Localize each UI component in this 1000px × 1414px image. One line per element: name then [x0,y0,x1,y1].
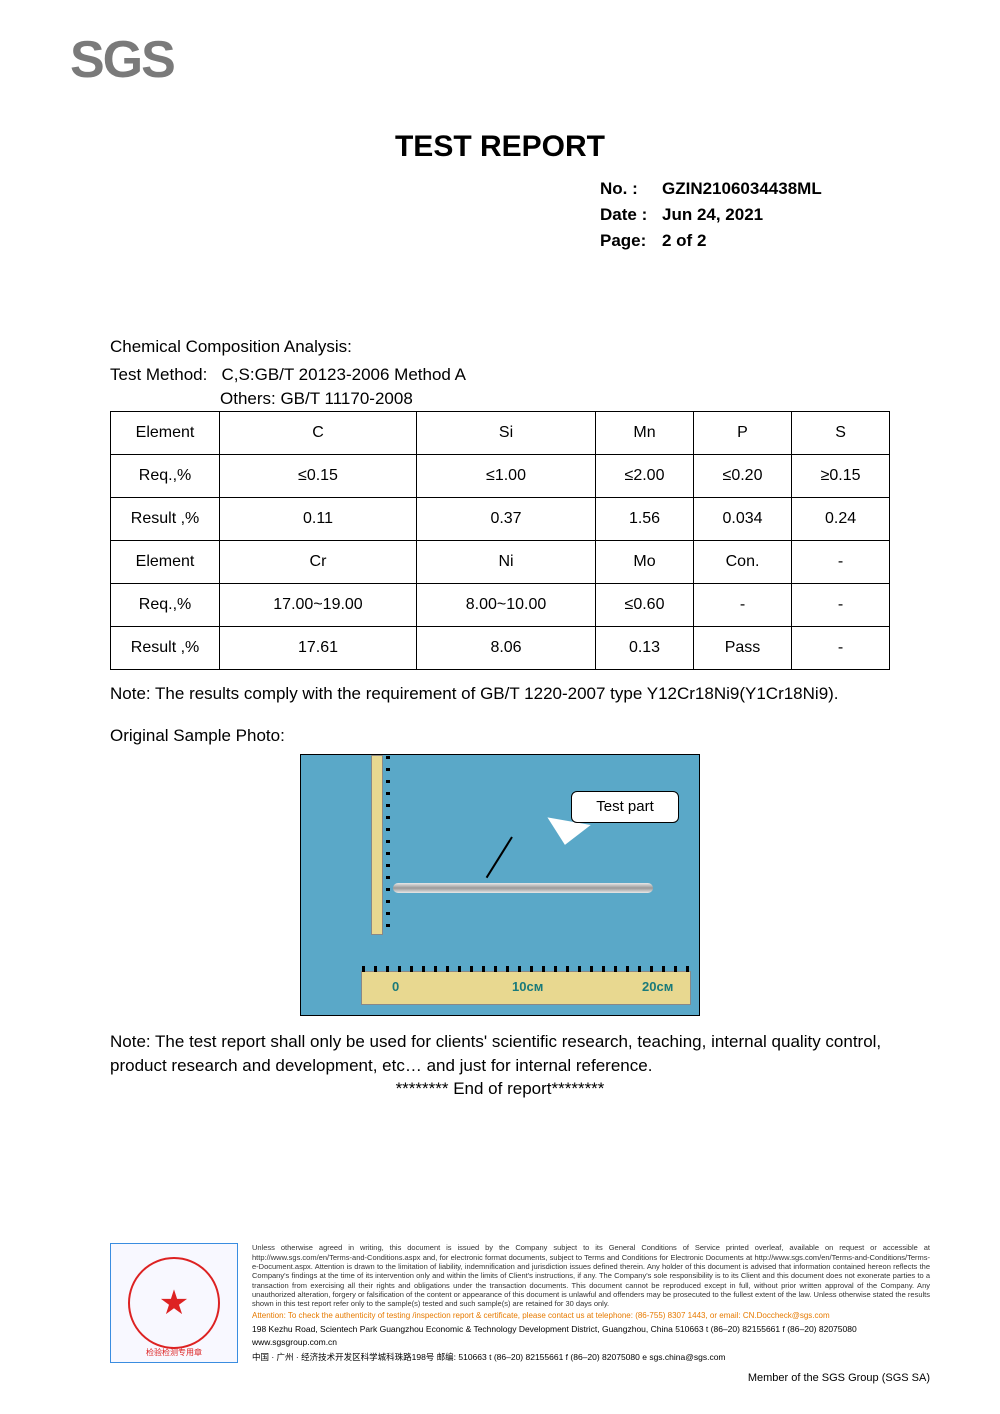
member-line: Member of the SGS Group (SGS SA) [252,1372,930,1384]
usage-note: Note: The test report shall only be used… [110,1030,890,1078]
fine-print: Unless otherwise agreed in writing, this… [252,1243,930,1309]
attention-line: Attention: To check the authenticity of … [252,1311,930,1320]
sample-photo: 0 10cм 20cм Test part [300,754,700,1016]
ruler-label: 10cм [512,979,543,994]
inspection-stamp: ★ 检验检测专用章 [110,1243,238,1363]
table-row: Req.,% ≤0.15 ≤1.00 ≤2.00 ≤0.20 ≥0.15 [111,455,890,498]
photo-heading: Original Sample Photo: [110,726,890,746]
sgs-logo: SGS [70,30,930,90]
report-meta: No. : GZIN2106034438ML Date : Jun 24, 20… [70,179,930,257]
meta-no-label: No. : [600,179,662,199]
meta-no-value: GZIN2106034438ML [662,179,822,199]
method-value: C,S:GB/T 20123-2006 Method A [222,365,466,384]
table-row: Req.,% 17.00~19.00 8.00~10.00 ≤0.60 - - [111,584,890,627]
address-cn: 中国 · 广州 · 经济技术开发区科学城科珠路198号 邮编: 510663 t… [252,1351,930,1364]
table-row: Result ,% 17.61 8.06 0.13 Pass - [111,627,890,670]
meta-page-value: 2 of 2 [662,231,706,251]
test-part-rod [393,883,653,893]
method-label: Test Method: [110,365,207,384]
table-row: Result ,% 0.11 0.37 1.56 0.034 0.24 [111,498,890,541]
ruler-label: 0 [392,979,399,994]
table-row: Element C Si Mn P S [111,412,890,455]
callout-label: Test part [571,791,679,823]
report-title: TEST REPORT [70,130,930,164]
compliance-note: Note: The results comply with the requir… [110,682,890,706]
ruler-label: 20cм [642,979,673,994]
meta-date-value: Jun 24, 2021 [662,205,763,225]
end-of-report: ******** End of report******** [110,1079,890,1099]
analysis-heading: Chemical Composition Analysis: [110,337,890,357]
address-en: 198 Kezhu Road, Scientech Park Guangzhou… [252,1323,930,1349]
meta-date-label: Date : [600,205,662,225]
table-row: Element Cr Ni Mo Con. - [111,541,890,584]
star-icon: ★ [159,1283,189,1323]
composition-table: Element C Si Mn P S Req.,% ≤0.15 ≤1.00 ≤… [110,411,890,670]
page-footer: ★ 检验检测专用章 Unless otherwise agreed in wri… [110,1243,930,1384]
meta-page-label: Page: [600,231,662,251]
method-others: Others: GB/T 11170-2008 [110,389,890,409]
